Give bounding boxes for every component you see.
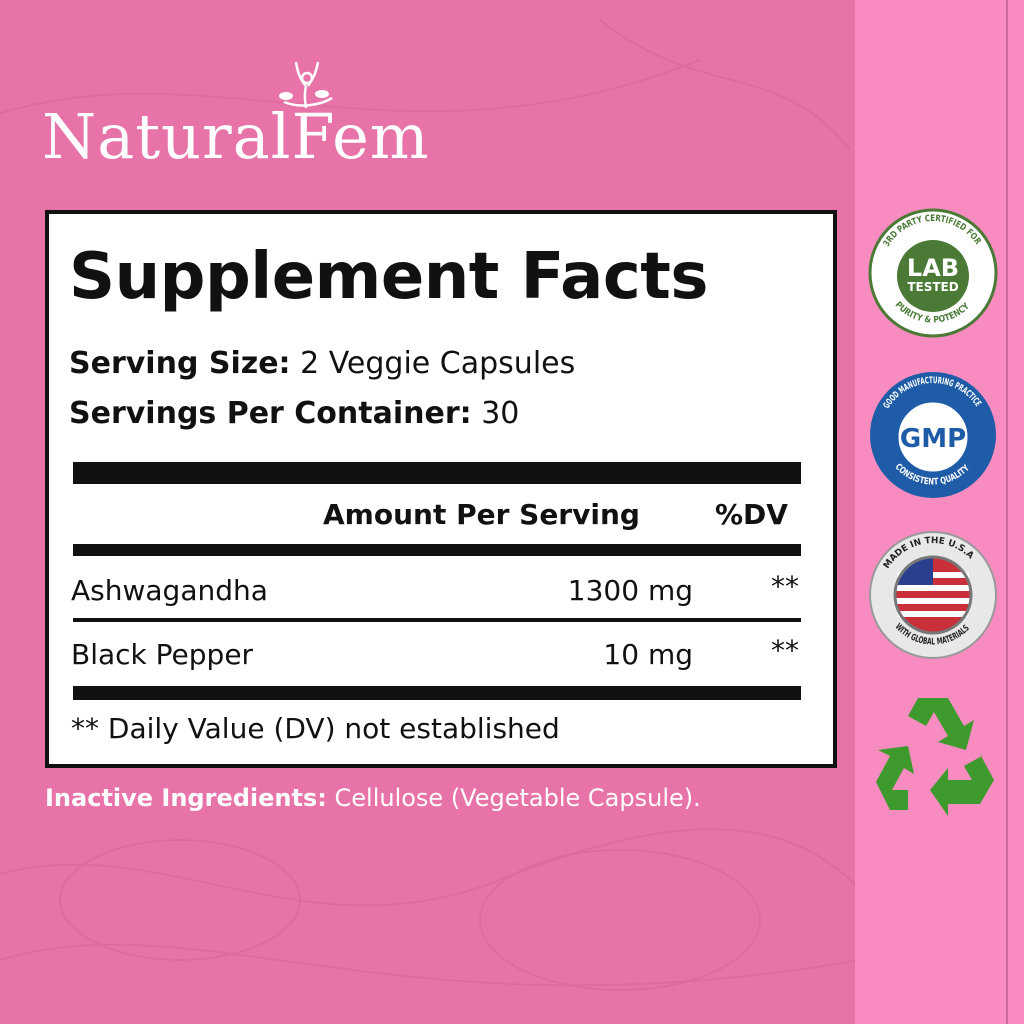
serving-size: Serving Size: 2 Veggie Capsules — [69, 346, 576, 381]
svg-text:GMP: GMP — [900, 424, 966, 454]
thin-divider — [73, 618, 801, 622]
medium-divider — [73, 544, 801, 556]
background-pattern — [0, 0, 855, 1024]
lab-tested-badge: 3RD PARTY CERTIFIED FOR PURITY & POTENCY… — [868, 208, 998, 338]
recycle-icon — [876, 698, 994, 816]
supplement-facts-panel: Supplement Facts Serving Size: 2 Veggie … — [45, 210, 837, 768]
ingredient-name: Ashwagandha — [71, 574, 268, 607]
figure-leaf-icon — [279, 61, 333, 109]
ingredient-dv: ** — [771, 570, 799, 603]
thick-divider — [73, 462, 801, 484]
ingredient-amount: 1300 mg — [567, 574, 693, 607]
ingredient-name: Black Pepper — [71, 638, 254, 671]
ingredient-amount: 10 mg — [603, 638, 693, 671]
made-in-usa-badge: MADE IN THE U.S.A WITH GLOBAL MATERIALS — [869, 531, 997, 659]
svg-text:TESTED: TESTED — [907, 280, 958, 294]
brand-name: NaturalFem — [42, 100, 430, 173]
facts-title: Supplement Facts — [69, 240, 708, 314]
badge-strip — [855, 0, 1024, 1024]
brand-logo: NaturalFem — [42, 60, 472, 180]
ingredient-dv: ** — [771, 634, 799, 667]
servings-per-container: Servings Per Container: 30 — [69, 396, 520, 431]
footnote: ** Daily Value (DV) not established — [71, 712, 560, 745]
gmp-badge: GOOD MANUFACTURING PRACTICE CONSISTENT Q… — [870, 372, 996, 498]
amount-header: Amount Per Serving — [323, 498, 640, 531]
inactive-ingredients: Inactive Ingredients: Cellulose (Vegetab… — [45, 784, 701, 812]
bottom-divider — [73, 686, 801, 700]
dv-header: %DV — [715, 498, 788, 531]
svg-text:LAB: LAB — [907, 254, 959, 282]
